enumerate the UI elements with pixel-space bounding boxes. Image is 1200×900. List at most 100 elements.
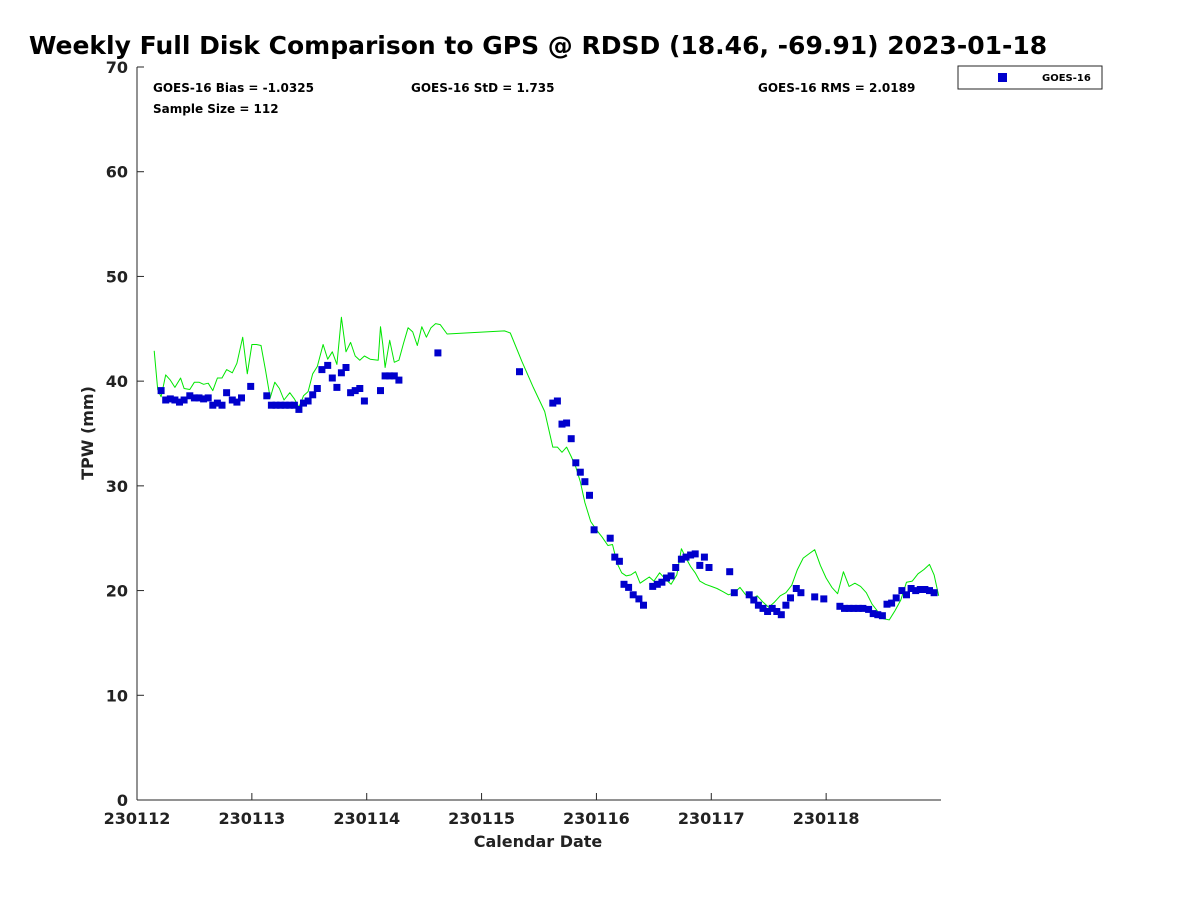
goes16-point (892, 594, 900, 602)
goes16-point (926, 587, 933, 595)
x-tick-label: 230116 (563, 809, 630, 828)
goes16-point (200, 395, 208, 403)
x-tick-label: 230114 (333, 809, 400, 828)
goes16-point (281, 401, 289, 409)
goes16-point (888, 599, 896, 607)
goes16-point (696, 561, 704, 569)
goes16-point (590, 526, 598, 534)
goes16-point (286, 401, 294, 409)
goes16-point (658, 578, 666, 586)
goes16-point (166, 395, 174, 403)
goes16-point (516, 368, 523, 376)
goes16-point (903, 591, 910, 599)
legend: GOES-16 (957, 65, 1103, 90)
goes16-point (869, 610, 877, 618)
goes16-point (204, 394, 212, 402)
goes16-point (898, 587, 906, 595)
goes16-point (277, 401, 285, 409)
y-axis-label: TPW (mm) (78, 386, 97, 480)
plot-area (137, 67, 941, 800)
goes16-point (792, 585, 800, 592)
goes16-point (295, 405, 303, 413)
y-tick-label: 60 (106, 163, 128, 182)
goes16-point (865, 605, 873, 613)
goes16-point (586, 491, 593, 499)
axis-ticks: 0 10 20 30 40 50 60 70 230112 230113 230114 230115 2… (104, 58, 860, 828)
goes16-point (611, 553, 619, 561)
goes16-point (162, 396, 170, 404)
goes16-point (176, 398, 183, 406)
goes16-point (209, 401, 217, 409)
goes16-point (247, 382, 255, 390)
goes16-point (635, 595, 643, 603)
goes16-point (841, 604, 848, 612)
goes16-point (672, 564, 680, 571)
goes16-point (620, 580, 628, 588)
x-tick-label: 230118 (793, 809, 860, 828)
goes16-point (921, 586, 929, 593)
x-tick-label: 230117 (678, 809, 745, 828)
goes16-point (764, 608, 772, 615)
chart-title: Weekly Full Disk Comparison to GPS @ RDS… (29, 31, 1047, 60)
goes16-point (395, 376, 403, 384)
goes16-point (318, 366, 326, 374)
legend-marker-goes16 (998, 73, 1007, 82)
goes16-point (820, 595, 828, 603)
goes16-point (916, 586, 924, 593)
goes16-point (581, 478, 589, 486)
goes16-point (377, 387, 384, 395)
goes16-point (883, 600, 891, 608)
goes16-point (347, 389, 355, 397)
goes16-point (811, 593, 819, 601)
goes16-point (567, 435, 575, 443)
stat-sample-size: Sample Size = 112 (153, 102, 279, 116)
goes16-point (797, 589, 805, 597)
goes16-point (342, 364, 350, 371)
goes16-point (691, 550, 699, 558)
goes16-point (845, 604, 853, 612)
goes16-point (563, 419, 571, 427)
gps-line (153, 316, 940, 621)
y-tick-label: 0 (117, 791, 128, 810)
goes16-point (625, 583, 633, 591)
goes16-point (606, 534, 614, 542)
goes16-point (558, 420, 566, 428)
goes16-point (434, 349, 442, 357)
goes16-point (171, 396, 179, 404)
legend-box (957, 65, 1103, 90)
y-tick-label: 20 (106, 582, 128, 601)
goes16-point (328, 374, 336, 382)
goes16-point (186, 392, 194, 400)
goes16-point (667, 572, 675, 580)
goes16-point (333, 383, 341, 391)
goes16-point (549, 399, 557, 407)
goes16-point (356, 385, 364, 392)
goes16-point (233, 398, 241, 406)
goes16-point (238, 394, 245, 402)
goes16-point (705, 564, 713, 571)
goes16-point (195, 394, 203, 402)
goes16-point (553, 397, 561, 405)
goes16-point (313, 385, 321, 392)
goes16-point (773, 608, 781, 615)
goes16-point (907, 585, 915, 592)
goes16-point (272, 401, 280, 409)
goes16-point (309, 391, 317, 399)
goes16-point (337, 369, 345, 377)
goes16-point (854, 604, 862, 612)
stat-bias: GOES-16 Bias = -1.0325 (153, 81, 314, 95)
x-tick-label: 230115 (448, 809, 515, 828)
y-tick-label: 70 (106, 58, 128, 77)
goes16-point (381, 372, 389, 380)
y-tick-label: 50 (106, 267, 128, 286)
goes16-point (572, 459, 580, 467)
goes16-point (576, 468, 584, 476)
goes16-point (228, 396, 236, 404)
goes16-point (304, 397, 312, 405)
goes16-point (777, 611, 785, 619)
goes16-point (267, 401, 275, 409)
goes16-point (157, 387, 165, 395)
goes16-point (324, 361, 332, 369)
goes16-point (930, 589, 938, 597)
